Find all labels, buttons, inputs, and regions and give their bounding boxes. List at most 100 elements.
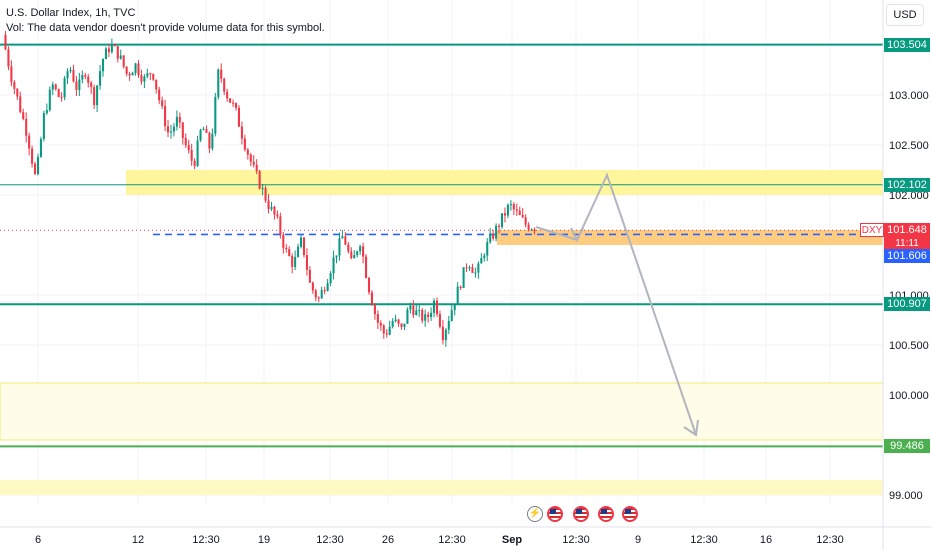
candle-body [495,225,498,239]
symbol-tag: DXY [860,223,884,238]
candle-body [137,63,140,76]
candle-body [107,48,110,53]
candle-body [533,229,536,231]
highlight-zone [0,382,884,441]
highlight-zone [497,230,883,245]
candle-body [509,204,512,206]
candle-body [329,273,332,284]
x-tick-label: 16 [760,534,772,546]
candle-body [220,69,223,79]
highlight-zone [0,480,883,495]
candle-body [7,49,10,67]
candle-body [432,300,436,313]
candle-body [190,149,193,161]
candle-body [99,71,102,86]
countdown-label: 11:11 [884,237,930,252]
x-tick-label: 12:30 [192,534,220,546]
candle-body [299,237,303,247]
candle-body [122,55,125,67]
candle-body [258,171,261,189]
candle-body [93,87,96,106]
x-tick-label: 6 [35,534,41,546]
x-tick-label: 12:30 [690,534,718,546]
candle-body [441,326,444,341]
candle-body [36,156,40,174]
candle-body [90,82,93,88]
us-flag-icon[interactable] [547,506,563,522]
candle-body [359,246,362,252]
candle-body [344,236,347,245]
candle-body [471,267,474,273]
candle-body [388,326,391,335]
candle-body [54,84,57,90]
candle-body [169,131,173,133]
x-tick-label: 26 [382,534,394,546]
candle-body [217,69,220,98]
y-tick-label: 102.000 [889,190,929,202]
candle-body [326,283,329,291]
y-tick-label: 100.000 [889,390,929,402]
candle-body [267,200,270,210]
candle-body [39,138,42,157]
candle-body [172,126,175,132]
candle-body [430,312,433,318]
candle-body [161,100,164,107]
candle-body [406,309,409,324]
candle-body [16,88,19,97]
currency-button[interactable]: USD [886,4,924,26]
candle-body [489,234,492,243]
candle-body [362,246,365,257]
flag-canton [576,509,582,514]
candle-body [249,154,252,162]
flag-canton [625,509,631,514]
candle-body [175,116,178,127]
projection-arrowhead [683,419,699,437]
x-tick-label: 12 [132,534,144,546]
highlight-zone [126,170,883,195]
candle-body [22,112,25,119]
candle-body [302,237,306,256]
candle-body [66,71,69,79]
candle-body [87,76,90,83]
candle-body [84,75,87,77]
candle-body [48,89,51,111]
candle-body [158,89,161,101]
candle-body [285,247,288,250]
candle-body [350,251,353,259]
candle-body [243,138,246,150]
x-tick-label: 19 [258,534,270,546]
candle-body [338,238,341,256]
candle-body [291,256,294,267]
candle-body [128,73,131,76]
flag-canton [550,509,556,514]
candle-body [101,59,105,72]
candle-body [468,267,471,269]
candle-body [373,305,376,315]
candle-body [184,137,187,146]
level-price-label: 102.102 [884,177,930,192]
candle-body [498,225,501,228]
candle-body [453,304,456,311]
candle-body [69,70,72,72]
candle-body [264,188,267,201]
candle-body [317,297,320,299]
y-tick-label: 103.000 [889,90,929,102]
candle-body [273,206,276,215]
candle-body [524,217,527,225]
candle-body [294,256,297,267]
candle-body [335,255,338,258]
us-flag-icon[interactable] [622,506,638,522]
candle-body [353,255,356,259]
x-tick-label: Sep [502,534,522,546]
volume-note: Vol: The data vendor doesn't provide vol… [6,22,325,34]
candle-body [131,72,134,76]
us-flag-icon[interactable] [573,506,589,522]
candle-body [146,73,149,77]
candle-body [33,163,37,174]
candle-body [341,236,344,239]
lightning-icon[interactable]: ⚡ [527,506,543,522]
us-flag-icon[interactable] [598,506,614,522]
candle-body [394,319,397,322]
